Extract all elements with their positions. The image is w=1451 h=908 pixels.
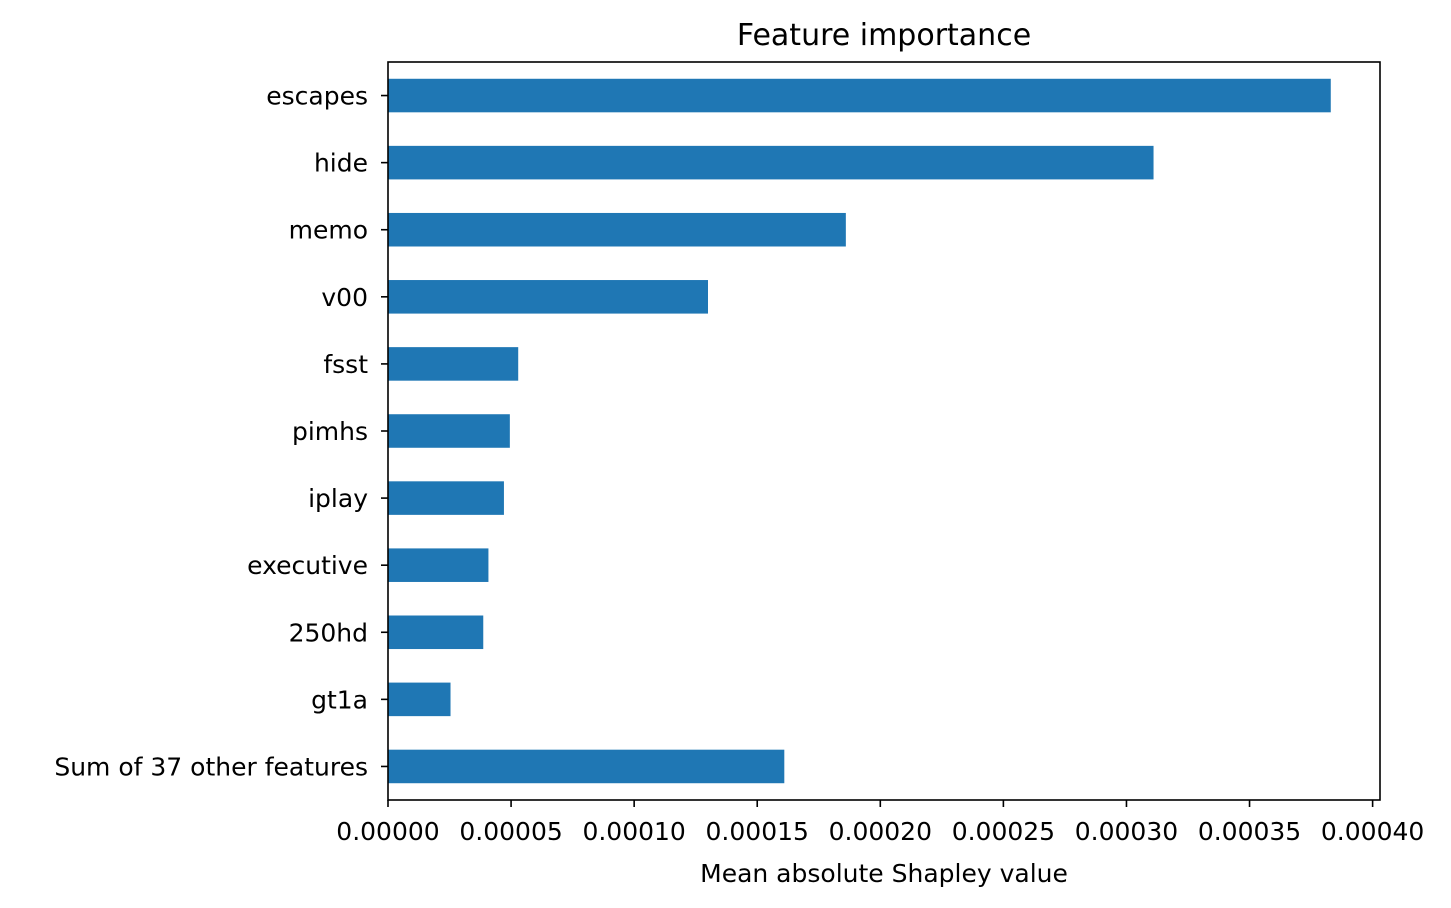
bar-8 xyxy=(388,615,484,650)
bar-2 xyxy=(388,212,846,247)
y-tick-label-8: 250hd xyxy=(289,618,368,647)
y-tick-label-0: escapes xyxy=(266,82,368,111)
y-tick-label-2: memo xyxy=(289,216,368,245)
bar-10 xyxy=(388,749,785,784)
x-axis-ticks: 0.00000 0.00005 0.00010 0.00015 0.00020 0.000… xyxy=(336,800,1424,846)
bar-4 xyxy=(388,347,519,381)
y-tick-label-10: Sum of 37 other features xyxy=(54,752,368,781)
bar-0 xyxy=(388,78,1331,113)
y-tick-label-4: fsst xyxy=(323,350,368,379)
y-tick-label-1: hide xyxy=(314,149,368,178)
x-tick-label-0: 0.00000 xyxy=(336,817,439,846)
bar-3 xyxy=(388,280,708,314)
bar-5 xyxy=(388,414,510,448)
bar-7 xyxy=(388,548,489,582)
y-tick-label-7: executive xyxy=(247,551,368,580)
bar-6 xyxy=(388,481,504,515)
y-axis-ticks: escapes hide memo v00 fsst pimhs iplay executiv… xyxy=(54,82,388,781)
chart-title: Feature importance xyxy=(737,18,1031,53)
y-tick-label-6: iplay xyxy=(308,484,368,513)
x-tick-label-1: 0.00005 xyxy=(459,817,562,846)
x-tick-label-3: 0.00015 xyxy=(706,817,809,846)
x-tick-label-6: 0.00030 xyxy=(1075,817,1178,846)
plot-frame xyxy=(387,61,1381,801)
x-tick-label-5: 0.00025 xyxy=(952,817,1055,846)
x-tick-label-2: 0.00010 xyxy=(582,817,685,846)
x-tick-label-8: 0.00040 xyxy=(1321,817,1424,846)
x-axis-label: Mean absolute Shapley value xyxy=(700,859,1068,888)
y-tick-label-3: v00 xyxy=(321,283,368,312)
bars-layer xyxy=(388,78,1331,784)
bar-1 xyxy=(388,145,1154,180)
bar-9 xyxy=(388,682,451,717)
y-tick-label-5: pimhs xyxy=(292,417,368,446)
x-tick-label-4: 0.00020 xyxy=(829,817,932,846)
x-tick-label-7: 0.00035 xyxy=(1198,817,1301,846)
y-tick-label-9: gt1a xyxy=(311,685,368,714)
